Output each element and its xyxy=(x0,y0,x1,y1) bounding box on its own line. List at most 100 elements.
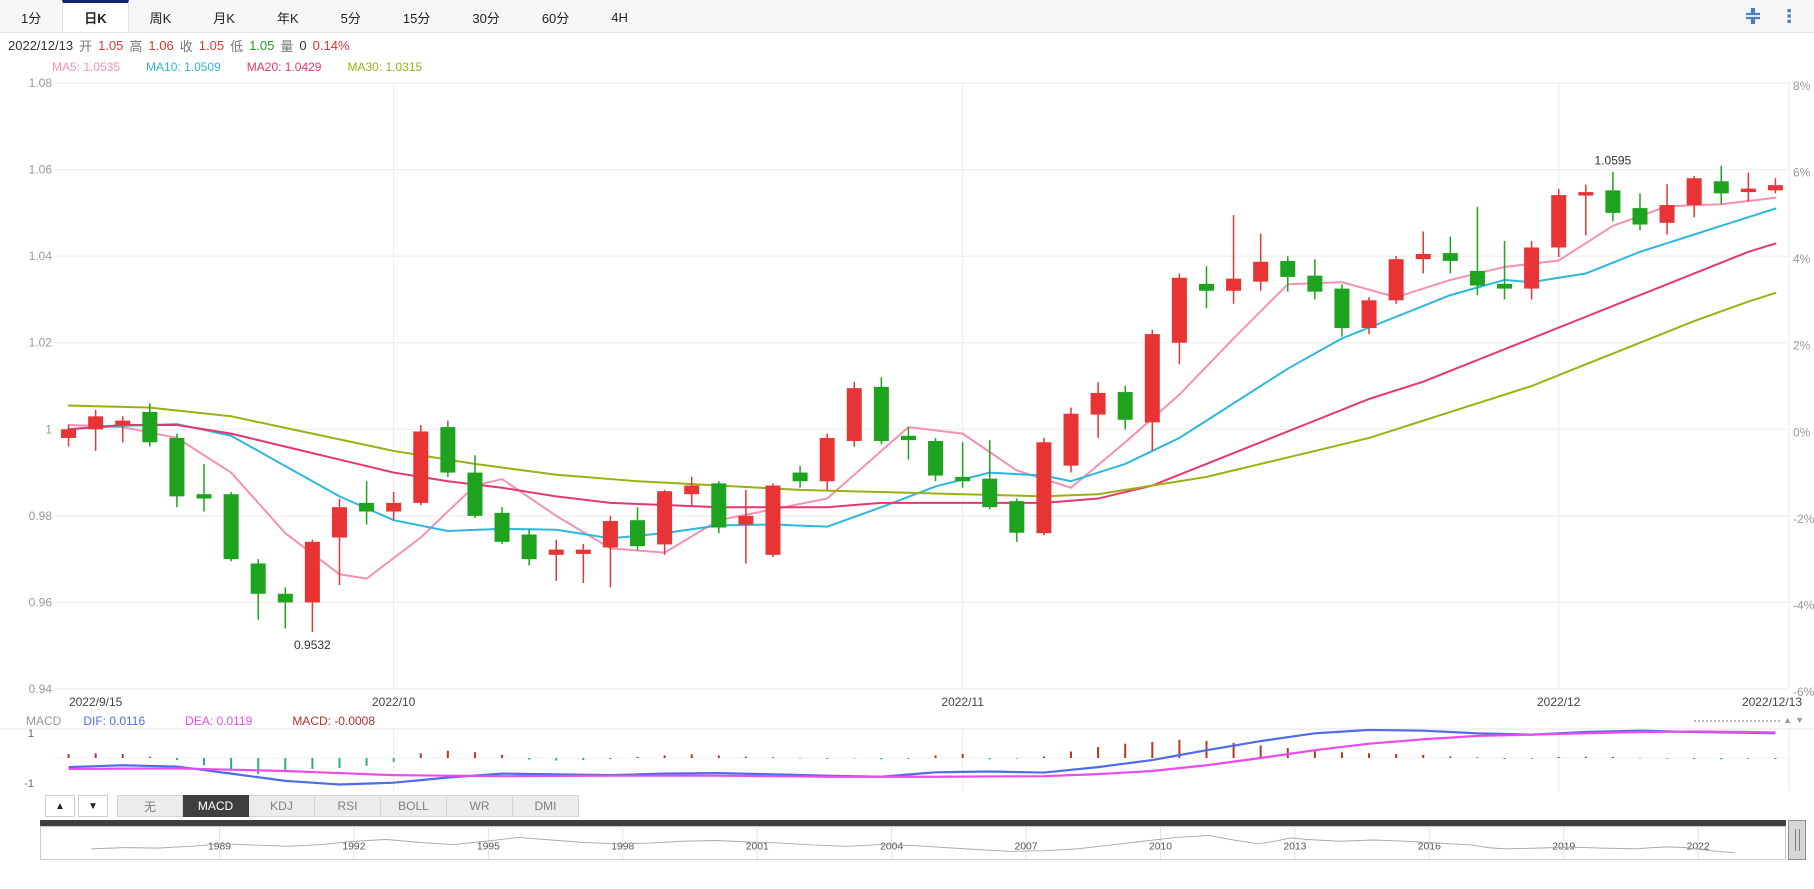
toolbar-actions xyxy=(1744,0,1814,32)
svg-text:4%: 4% xyxy=(1793,252,1811,266)
svg-text:2022/9/15: 2022/9/15 xyxy=(69,695,123,709)
period-tab-4h[interactable]: 4H xyxy=(611,10,628,25)
open-label: 开 xyxy=(79,38,93,54)
ma10-line xyxy=(67,207,1777,540)
svg-text:6%: 6% xyxy=(1793,166,1811,180)
svg-text:1.02: 1.02 xyxy=(29,336,53,350)
y-axis-right-labels: 8% 6% 4% 2% 0% -2% -4% -6% xyxy=(1793,79,1814,699)
volume-label: 量 xyxy=(280,38,294,54)
svg-text:0%: 0% xyxy=(1793,425,1811,439)
close-label: 收 xyxy=(179,38,193,54)
svg-text:-4%: -4% xyxy=(1793,598,1814,612)
ma10-label: MA10: 1.0509 xyxy=(146,59,221,74)
tab-rsi[interactable]: RSI xyxy=(315,795,381,817)
high-label: 高 xyxy=(129,38,143,54)
period-tab-1min[interactable]: 1分 xyxy=(21,11,42,26)
macd-chart[interactable]: 1 -1 xyxy=(0,728,1814,794)
dif-line xyxy=(68,728,1776,786)
svg-text:2001: 2001 xyxy=(746,842,769,853)
svg-text:2%: 2% xyxy=(1793,339,1811,353)
period-tab-60min[interactable]: 60分 xyxy=(541,11,570,26)
candles-layer[interactable] xyxy=(61,165,1783,632)
period-tab-weekly[interactable]: 周K xyxy=(149,11,172,26)
ma20-label: MA20: 1.0429 xyxy=(246,59,322,74)
pane-collapse-icon[interactable]: ▼ xyxy=(1795,715,1804,725)
svg-text:1.06: 1.06 xyxy=(29,163,53,177)
period-tab-5min[interactable]: 5分 xyxy=(340,11,361,26)
pane-expand-icon[interactable]: ▲ xyxy=(1783,715,1793,725)
svg-text:0.96: 0.96 xyxy=(29,595,53,609)
svg-text:1989: 1989 xyxy=(208,842,231,853)
tab-wr[interactable]: WR xyxy=(447,795,513,817)
tab-boll[interactable]: BOLL xyxy=(381,795,447,817)
svg-text:-2%: -2% xyxy=(1793,512,1814,526)
svg-text:1992: 1992 xyxy=(342,842,365,853)
quote-bar: 2022/12/13 开 1.05 高 1.06 收 1.05 低 1.05 量… xyxy=(0,33,1814,57)
y-axis-left-labels: 1.08 1.06 1.04 1.02 1 0.98 0.96 0.94 xyxy=(29,76,53,696)
macd-value-label: MACD: -0.0008 xyxy=(292,713,376,728)
history-navigator: 1989 1992 1995 1998 2001 2004 2007 2010 2013 2016… xyxy=(40,820,1806,860)
svg-text:1.08: 1.08 xyxy=(29,76,53,90)
ma5-line xyxy=(67,196,1777,580)
quote-date: 2022/12/13 xyxy=(8,37,74,53)
navigator-handle[interactable] xyxy=(1788,820,1806,860)
period-tab-15min[interactable]: 15分 xyxy=(402,11,431,26)
period-tab-30min[interactable]: 30分 xyxy=(472,11,500,26)
period-toolbar: 1分 日K 周K 月K 年K 5分 15分 30分 60分 4H xyxy=(0,0,1814,33)
close-value: 1.05 xyxy=(198,37,225,53)
macd-title: MACD xyxy=(26,713,62,728)
ma-lines-layer xyxy=(67,196,1777,580)
svg-text:2022/11: 2022/11 xyxy=(941,695,984,709)
svg-text:1: 1 xyxy=(28,728,34,740)
ma30-line xyxy=(67,291,1777,498)
svg-text:2004: 2004 xyxy=(880,842,903,853)
svg-text:1.04: 1.04 xyxy=(29,249,53,263)
volume-value: 0 xyxy=(299,37,307,53)
svg-text:-6%: -6% xyxy=(1793,685,1814,699)
navigator-chart[interactable]: 1989 1992 1995 1998 2001 2004 2007 2010 2013 2016… xyxy=(40,826,1786,860)
open-value: 1.05 xyxy=(98,37,124,53)
svg-text:2013: 2013 xyxy=(1283,842,1306,853)
svg-text:2022: 2022 xyxy=(1687,842,1710,853)
macd-legend: MACD DIF: 0.0116 DEA: 0.0119 MACD: -0.00… xyxy=(0,713,1814,728)
svg-text:2022/12: 2022/12 xyxy=(1537,695,1581,709)
svg-text:1.0595: 1.0595 xyxy=(1595,154,1632,168)
svg-text:0.9532: 0.9532 xyxy=(294,638,331,652)
tab-none[interactable]: 无 xyxy=(117,795,183,817)
svg-text:2022/12/13: 2022/12/13 xyxy=(1742,695,1802,709)
candlestick-chart[interactable]: 1.08 1.06 1.04 1.02 1 0.98 0.96 0.94 8% 6% 4% 2% 0% -… xyxy=(0,76,1814,713)
pane-down-button[interactable]: ▼ xyxy=(78,795,108,817)
svg-text:2022/10: 2022/10 xyxy=(372,695,416,709)
period-tab-daily[interactable]: 日K xyxy=(62,0,129,32)
period-tab-yearly[interactable]: 年K xyxy=(276,11,299,26)
pane-divider-dots[interactable] xyxy=(1694,719,1781,722)
high-value: 1.06 xyxy=(148,37,174,53)
period-tab-monthly[interactable]: 月K xyxy=(213,11,235,26)
dea-line xyxy=(68,730,1776,778)
ma5-label: MA5: 1.0535 xyxy=(52,59,121,74)
pane-up-button[interactable]: ▲ xyxy=(45,795,75,817)
svg-text:8%: 8% xyxy=(1793,79,1811,93)
tab-dmi[interactable]: DMI xyxy=(513,795,579,817)
collapse-corners-icon[interactable] xyxy=(1744,7,1762,25)
svg-text:2016: 2016 xyxy=(1418,842,1441,853)
low-value: 1.05 xyxy=(249,37,275,53)
indicator-tabs: 无 MACD KDJ RSI BOLL WR DMI xyxy=(117,795,579,817)
ma20-line xyxy=(67,242,1777,509)
kebab-menu-icon[interactable] xyxy=(1780,7,1798,25)
macd-histogram xyxy=(67,739,1777,775)
svg-text:2007: 2007 xyxy=(1015,842,1038,853)
macd-dea-label: DEA: 0.0119 xyxy=(185,713,253,728)
svg-text:0.94: 0.94 xyxy=(29,682,53,696)
change-percent: 0.14% xyxy=(312,37,350,53)
navigator-scrollbar[interactable] xyxy=(40,820,1786,826)
macd-grid xyxy=(0,728,1814,791)
macd-axis-labels: 1 -1 xyxy=(24,728,34,790)
svg-text:1995: 1995 xyxy=(477,842,500,853)
x-axis-labels: 2022/9/15 2022/10 2022/11 2022/12 2022/12/13 xyxy=(69,695,1802,709)
tab-macd[interactable]: MACD xyxy=(183,795,249,817)
indicator-tabbar: ▲ ▼ 无 MACD KDJ RSI BOLL WR DMI xyxy=(0,795,1814,819)
pane-resize-control: ▲ ▼ xyxy=(1694,716,1814,725)
tab-kdj[interactable]: KDJ xyxy=(249,795,315,817)
